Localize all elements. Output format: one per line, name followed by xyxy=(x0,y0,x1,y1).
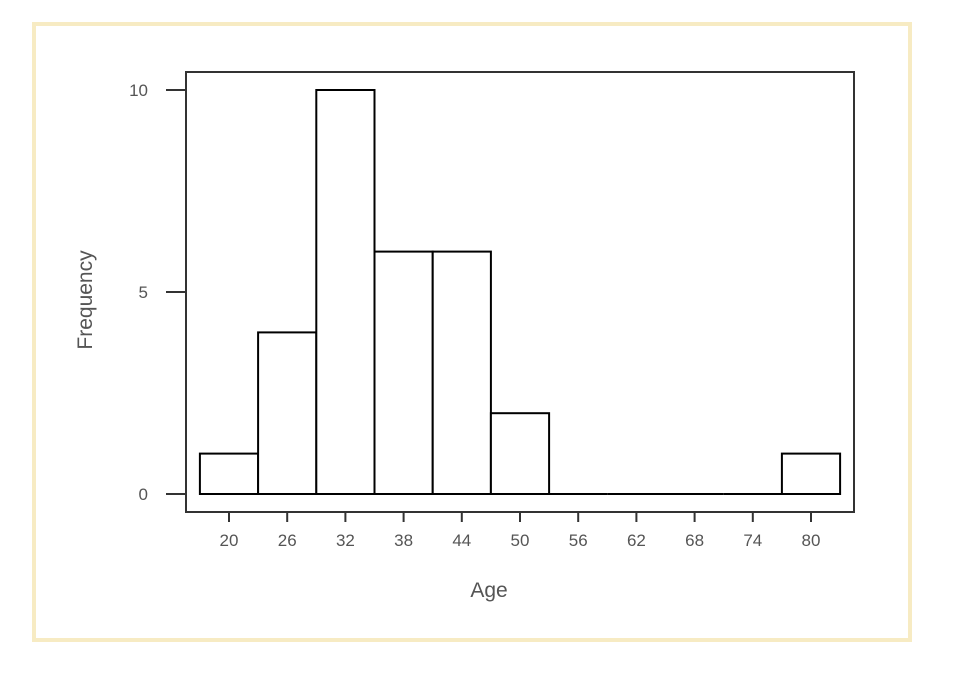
x-tick-label: 44 xyxy=(452,531,471,550)
x-tick-label: 32 xyxy=(336,531,355,550)
x-tick-label: 50 xyxy=(511,531,530,550)
x-tick-label: 68 xyxy=(685,531,704,550)
y-tick-label: 10 xyxy=(129,81,148,100)
x-tick-label: 20 xyxy=(220,531,239,550)
x-tick-label: 62 xyxy=(627,531,646,550)
histogram-bar xyxy=(373,250,434,495)
y-tick-label: 5 xyxy=(139,283,148,302)
y-axis-title: Frequency xyxy=(74,250,97,350)
x-tick-label: 38 xyxy=(394,531,413,550)
x-tick-label: 56 xyxy=(569,531,588,550)
x-tick-label: 26 xyxy=(278,531,297,550)
histogram-bar xyxy=(257,331,318,495)
x-axis-title: Age xyxy=(470,579,507,602)
x-tick-label: 74 xyxy=(743,531,762,550)
x-tick-label: 80 xyxy=(802,531,821,550)
histogram-bar xyxy=(315,89,376,495)
histogram-bar xyxy=(198,452,260,496)
y-tick-label: 0 xyxy=(139,485,148,504)
histogram-bar xyxy=(431,250,492,495)
histogram-bar xyxy=(780,452,842,496)
axes-layer: 20 26 32 38 44 50 56 62 68 74 80 0 5 10 xyxy=(129,71,855,550)
histogram-bar xyxy=(489,412,551,496)
bars-layer xyxy=(198,89,842,496)
